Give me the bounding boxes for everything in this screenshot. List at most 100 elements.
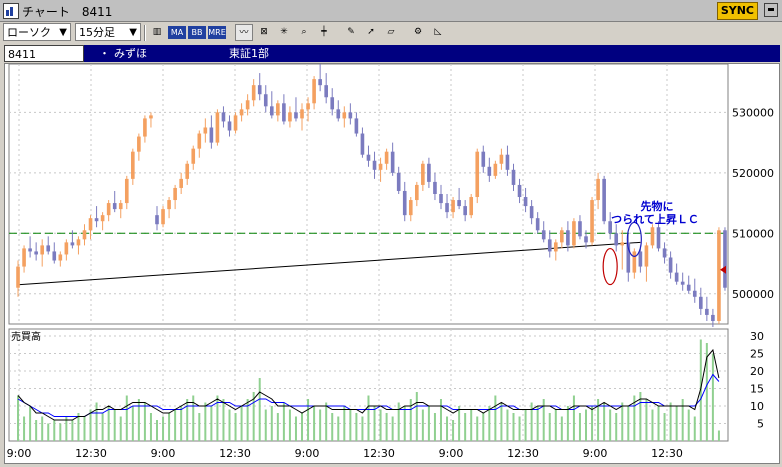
candle-up — [58, 254, 63, 261]
eraser-icon[interactable]: ▱ — [387, 27, 395, 37]
candle-down — [638, 251, 643, 267]
volume-bar — [228, 409, 231, 441]
volume-bar — [621, 402, 624, 441]
price-tick-label: 530000 — [732, 106, 774, 119]
candle-up — [632, 251, 637, 273]
volume-tick-label: 15 — [750, 383, 764, 396]
volume-bar — [578, 413, 581, 441]
crosshair-icon[interactable]: ┿ — [321, 27, 327, 37]
candle-up — [88, 218, 93, 231]
candle-down — [269, 106, 274, 116]
volume-bar — [119, 416, 122, 441]
volume-bar — [409, 399, 412, 441]
window-titlebar: チャート 8411 SYNC — [0, 0, 782, 22]
candle-down — [330, 97, 335, 110]
volume-bar — [95, 402, 98, 441]
candle-up — [245, 100, 250, 110]
x-tick-label: 12:30 — [75, 447, 107, 460]
candle-down — [294, 112, 298, 119]
candle-up — [197, 133, 202, 149]
candle-up — [64, 242, 69, 255]
toolbar: ローソク ▼ 15分足 ▼ ▥ MA BB MRE 〰 ⊠ ✳ ⌕ ┿ ✎ ➚ ▱ ⚙ ◺ — [0, 22, 782, 44]
candle-up — [106, 203, 111, 216]
volume-bar — [512, 413, 515, 441]
volume-bar — [421, 409, 424, 441]
volume-bar — [331, 413, 334, 441]
volume-ma-long — [17, 373, 720, 417]
line-tool-icon[interactable]: 〰 — [235, 24, 253, 41]
volume-bar — [536, 406, 539, 441]
volume-bar — [560, 416, 563, 441]
candle-down — [155, 215, 159, 225]
bb-button[interactable]: BB — [188, 26, 206, 39]
candle-up — [650, 227, 655, 246]
volume-bar — [458, 406, 461, 441]
candle-down — [626, 242, 631, 273]
x-tick-label: 12:30 — [507, 447, 539, 460]
interval-select[interactable]: 15分足 ▼ — [75, 23, 141, 41]
volume-bar — [234, 413, 237, 441]
candle-icon[interactable]: ▥ — [152, 27, 162, 37]
candle-down — [445, 203, 449, 213]
volume-axis-label: 売買高 — [11, 330, 41, 343]
candle-down — [336, 109, 341, 119]
volume-bar — [246, 399, 249, 441]
zoom-icon[interactable]: ⌕ — [301, 27, 307, 37]
settings-icon[interactable]: ⚙ — [413, 27, 423, 37]
volume-bar — [603, 402, 606, 441]
fibonacci-icon[interactable]: ⊠ — [260, 27, 268, 37]
candle-down — [94, 218, 99, 222]
sync-button[interactable]: SYNC — [716, 2, 758, 20]
volume-bar — [524, 409, 527, 441]
candle-down — [566, 230, 570, 246]
symbol-code-input[interactable]: 8411 — [4, 45, 84, 62]
candle-up — [203, 127, 208, 134]
candle-up — [469, 197, 474, 216]
minimize-button[interactable] — [764, 3, 778, 17]
chevron-down-icon: ▼ — [129, 27, 137, 38]
volume-bar — [591, 406, 594, 441]
candle-down — [723, 230, 727, 288]
info-dot: ・ — [99, 47, 110, 60]
volume-bar — [23, 416, 26, 441]
candle-up — [553, 242, 558, 252]
candle-down — [523, 197, 528, 207]
volume-bar — [663, 413, 666, 441]
volume-bar — [337, 416, 340, 441]
chart-area[interactable]: 9:00 12:30 9:00 12:30 9:00 12:30 9:00 12:30 9:00… — [4, 63, 780, 464]
x-tick-label: 12:30 — [651, 447, 683, 460]
volume-bar — [264, 409, 267, 441]
volume-bar — [373, 406, 376, 441]
window-title: チャート 8411 — [22, 5, 113, 19]
volume-bar — [131, 406, 134, 441]
volume-ma-short — [17, 348, 720, 421]
candle-up — [215, 112, 220, 143]
candle-down — [463, 206, 467, 216]
volume-bar — [446, 416, 449, 441]
chart-type-select[interactable]: ローソク ▼ — [3, 23, 71, 41]
volume-bar — [379, 409, 382, 441]
ma-button[interactable]: MA — [168, 26, 186, 39]
candle-down — [221, 112, 226, 122]
ruler-icon[interactable]: ◺ — [434, 27, 442, 37]
cursor-icon[interactable]: ➚ — [367, 27, 375, 37]
pencil-icon[interactable]: ✎ — [347, 27, 355, 37]
volume-bar — [174, 409, 177, 441]
candle-down — [390, 151, 395, 173]
asterisk-icon[interactable]: ✳ — [280, 27, 288, 37]
mre-button[interactable]: MRE — [208, 26, 226, 39]
volume-bar — [639, 392, 642, 441]
volume-tick-label: 10 — [750, 400, 764, 413]
candle-up — [137, 136, 141, 152]
candle-down — [348, 112, 353, 119]
volume-bar — [343, 406, 346, 441]
candle-down — [112, 203, 117, 210]
volume-bar — [325, 402, 328, 441]
volume-bar — [319, 409, 322, 441]
interval-value: 15分足 — [79, 26, 115, 39]
candle-down — [487, 166, 492, 176]
volume-bar — [427, 406, 430, 441]
symbol-info-bar: 8411 ・ みずほ 東証1部 — [4, 45, 780, 62]
volume-bar — [101, 413, 104, 441]
volume-bar — [585, 409, 588, 441]
